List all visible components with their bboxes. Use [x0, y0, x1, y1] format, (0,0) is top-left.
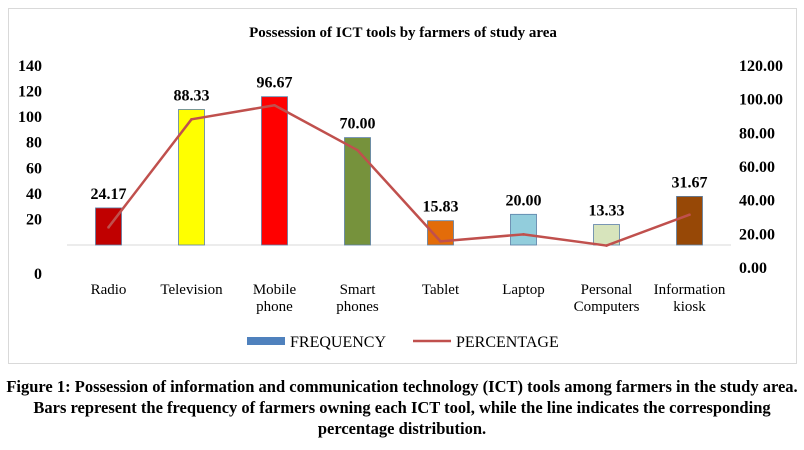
category-label: phone	[256, 299, 293, 315]
right-axis-tick: 0.00	[739, 260, 767, 277]
percentage-point	[439, 240, 442, 243]
left-axis-tick: 100	[18, 109, 42, 126]
data-label: 70.00	[340, 116, 376, 133]
percentage-point	[190, 118, 193, 121]
category-label: Personal	[581, 282, 633, 298]
percentage-point	[605, 244, 608, 247]
right-axis-tick: 100.00	[739, 92, 783, 109]
category-label: Laptop	[502, 282, 545, 298]
percentage-point	[356, 148, 359, 152]
legend-swatch-frequency	[247, 337, 285, 345]
percentage-point	[273, 103, 276, 107]
chart-frame: Possession of ICT tools by farmers of st…	[8, 8, 797, 364]
bar-frequency	[344, 137, 371, 246]
right-axis-tick: 40.00	[739, 193, 775, 210]
right-axis-tick: 60.00	[739, 159, 775, 176]
data-label: 13.33	[589, 203, 625, 220]
left-axis-tick: 120	[18, 84, 42, 101]
bar-frequency	[261, 96, 288, 246]
percentage-point	[522, 233, 525, 236]
category-label: Mobile	[253, 282, 297, 298]
category-label: Tablet	[422, 282, 460, 298]
legend-label-percentage: PERCENTAGE	[456, 334, 559, 351]
left-axis-tick: 40	[26, 186, 42, 203]
percentage-point	[688, 213, 691, 216]
left-axis-tick: 60	[26, 160, 42, 177]
category-label: kiosk	[673, 299, 706, 315]
data-label: 20.00	[506, 192, 542, 209]
left-axis-tick: 80	[26, 135, 42, 152]
right-axis-tick: 80.00	[739, 125, 775, 142]
data-label: 88.33	[174, 87, 210, 104]
category-label: Smart	[340, 282, 377, 298]
right-axis-tick: 20.00	[739, 226, 775, 243]
percentage-line	[107, 104, 690, 247]
category-label: Information	[654, 282, 726, 298]
right-axis-tick: 120.00	[739, 58, 783, 75]
chart-svg: Possession of ICT tools by farmers of st…	[18, 25, 783, 351]
data-label: 96.67	[257, 75, 293, 92]
category-label: Computers	[574, 299, 640, 315]
data-label: 24.17	[91, 186, 127, 203]
chart-title: Possession of ICT tools by farmers of st…	[249, 25, 557, 41]
data-label: 31.67	[672, 174, 708, 191]
percentage-point	[107, 226, 110, 229]
left-axis-tick: 0	[34, 266, 42, 283]
legend-label-frequency: FREQUENCY	[290, 334, 386, 351]
category-label: Radio	[91, 282, 127, 298]
category-label: phones	[336, 299, 379, 315]
figure-caption: Figure 1: Possession of information and …	[6, 377, 798, 438]
left-axis-tick: 140	[18, 58, 42, 75]
left-axis-tick: 20	[26, 211, 42, 228]
bar-frequency	[676, 196, 703, 246]
category-label: Television	[160, 282, 223, 298]
data-label: 15.83	[423, 199, 459, 216]
bar-frequency	[510, 213, 537, 246]
